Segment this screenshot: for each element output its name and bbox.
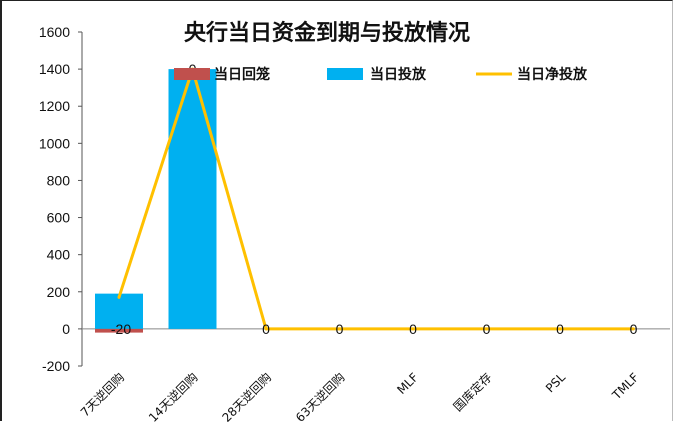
- legend-label-withdrawal: 当日回笼: [214, 66, 270, 83]
- legend-swatch-withdrawal: [174, 68, 210, 80]
- y-tick-label: 1400: [39, 61, 70, 77]
- x-category-label: 14天逆回购: [145, 370, 200, 422]
- y-tick-label: 1600: [39, 24, 70, 40]
- net-injection-point: [632, 327, 635, 331]
- net-injection-point: [411, 327, 415, 331]
- net-injection-point: [264, 327, 268, 331]
- net-injection-point: [338, 327, 341, 331]
- data-label: 0: [409, 321, 417, 337]
- chart-title: 央行当日资金到期与投放情况: [184, 20, 470, 46]
- y-tick-label: 0: [62, 321, 70, 337]
- data-label: 0: [556, 321, 564, 337]
- legend-swatch-injection: [327, 68, 363, 80]
- net-injection-line: [117, 67, 634, 331]
- x-category-label: MLF: [394, 370, 421, 397]
- y-tick-label: 1000: [39, 135, 70, 151]
- y-tick-label: 800: [47, 172, 71, 188]
- net-injection-point: [558, 327, 562, 331]
- legend-label-injection: 当日投放: [370, 66, 427, 83]
- injection-bar: [168, 69, 217, 329]
- y-tick-label: -200: [42, 358, 70, 374]
- x-category-label: TMLF: [609, 370, 642, 403]
- y-tick-label: 200: [47, 284, 71, 300]
- net-injection-point: [485, 327, 488, 331]
- withdrawal-bar: [95, 328, 143, 333]
- x-category-label: 63天逆回购: [292, 370, 347, 422]
- data-label: 0: [483, 321, 491, 337]
- x-category-label: 7天逆回购: [77, 370, 127, 420]
- net-line: [117, 67, 635, 331]
- data-label: 0: [336, 321, 344, 337]
- y-tick-label: 1200: [39, 98, 70, 114]
- legend-label-net: 当日净投放: [517, 66, 588, 83]
- net-injection-point: [117, 295, 121, 299]
- y-tick-label: 400: [47, 247, 71, 263]
- data-label: -20: [111, 321, 131, 337]
- x-category-label: 国库定存: [450, 370, 495, 415]
- x-category-label: PSL: [543, 370, 568, 395]
- legend: 当日回笼 当日投放 当日净投放: [174, 66, 588, 83]
- bars: [95, 69, 217, 333]
- injection-bar: [95, 293, 143, 329]
- x-category-label: 28天逆回购: [219, 370, 274, 422]
- data-label: 0: [630, 321, 638, 337]
- y-tick-label: 600: [47, 210, 71, 226]
- data-label: 0: [262, 321, 270, 337]
